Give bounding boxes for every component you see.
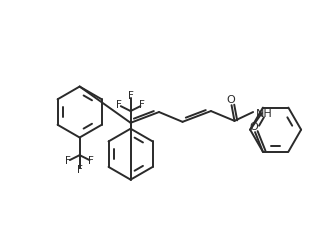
Text: F: F	[116, 100, 122, 110]
Text: F: F	[128, 91, 133, 101]
Text: NH: NH	[256, 109, 273, 119]
Text: F: F	[77, 165, 83, 175]
Text: F: F	[88, 156, 94, 166]
Text: F: F	[65, 156, 71, 166]
Text: O: O	[250, 122, 259, 132]
Text: F: F	[140, 100, 145, 110]
Text: O: O	[226, 95, 235, 105]
